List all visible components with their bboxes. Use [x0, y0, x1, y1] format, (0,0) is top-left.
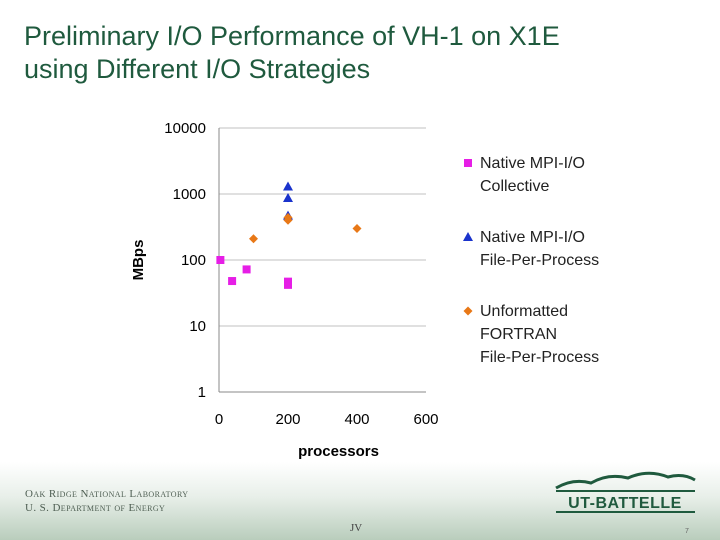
legend-label-3: Unformatted: [480, 303, 568, 320]
logo-box-bottom: [556, 511, 695, 513]
logo-text: UT-BATTELLE: [568, 495, 682, 512]
data-point-series-1: [216, 256, 225, 264]
y-tick-label: 10000: [164, 120, 206, 137]
y-axis-title: MBps: [130, 240, 147, 281]
y-tick-label: 1: [198, 384, 206, 401]
org-line-1: Oak Ridge National Laboratory: [25, 488, 189, 500]
data-point-series-2: [283, 181, 293, 191]
x-axis-title: processors: [298, 443, 379, 460]
ut-battelle-logo: UT-BATTELLE: [555, 471, 696, 513]
ornl-wordmark: Oak Ridge National Laboratory U. S. Depa…: [25, 487, 188, 515]
legend-label-1: Native MPI-I/O: [480, 155, 585, 172]
x-tick-label: 200: [275, 411, 300, 428]
org-line-2: U. S. Department of Energy: [25, 502, 166, 514]
legend-label-2: Native MPI-I/O: [480, 229, 585, 246]
x-tick-label: 0: [215, 411, 223, 428]
page-number: 7: [685, 528, 689, 535]
scatter-chart: 1 10 100 1000 10000 0 200 400 600 processors MBps N…: [130, 120, 599, 460]
legend-label-3: File-Per-Process: [480, 349, 599, 366]
legend-label-3: FORTRAN: [480, 326, 557, 343]
data-point-series-1: [242, 265, 251, 274]
legend-marker-2: [463, 232, 473, 241]
slide-title-line-1: Preliminary I/O Performance of VH-1 on X…: [24, 21, 560, 51]
data-point-series-2: [283, 192, 293, 202]
slide-title: Preliminary I/O Performance of VH-1 on X…: [24, 20, 704, 86]
y-tick-label: 1000: [173, 186, 206, 203]
data-point-series-3: [283, 215, 293, 225]
legend-marker-3: [463, 306, 473, 316]
data-point-series-1: [284, 280, 292, 289]
legend-label-1: Collective: [480, 178, 549, 195]
y-tick-label: 100: [181, 252, 206, 269]
logo-box-top: [556, 490, 695, 492]
legend-marker-1: [464, 159, 472, 167]
legend-label-2: File-Per-Process: [480, 252, 599, 269]
presenter-initials: JV: [350, 522, 363, 534]
data-point-series-1: [228, 277, 237, 286]
footer-band: [0, 462, 720, 540]
logo-mountain-icon: [555, 471, 696, 490]
data-point-series-3: [249, 234, 258, 244]
x-tick-label: 400: [344, 411, 369, 428]
y-tick-label: 10: [189, 318, 206, 335]
data-point-series-3: [352, 224, 362, 234]
x-tick-label: 600: [413, 411, 438, 428]
slide-title-line-2: using Different I/O Strategies: [24, 54, 371, 84]
